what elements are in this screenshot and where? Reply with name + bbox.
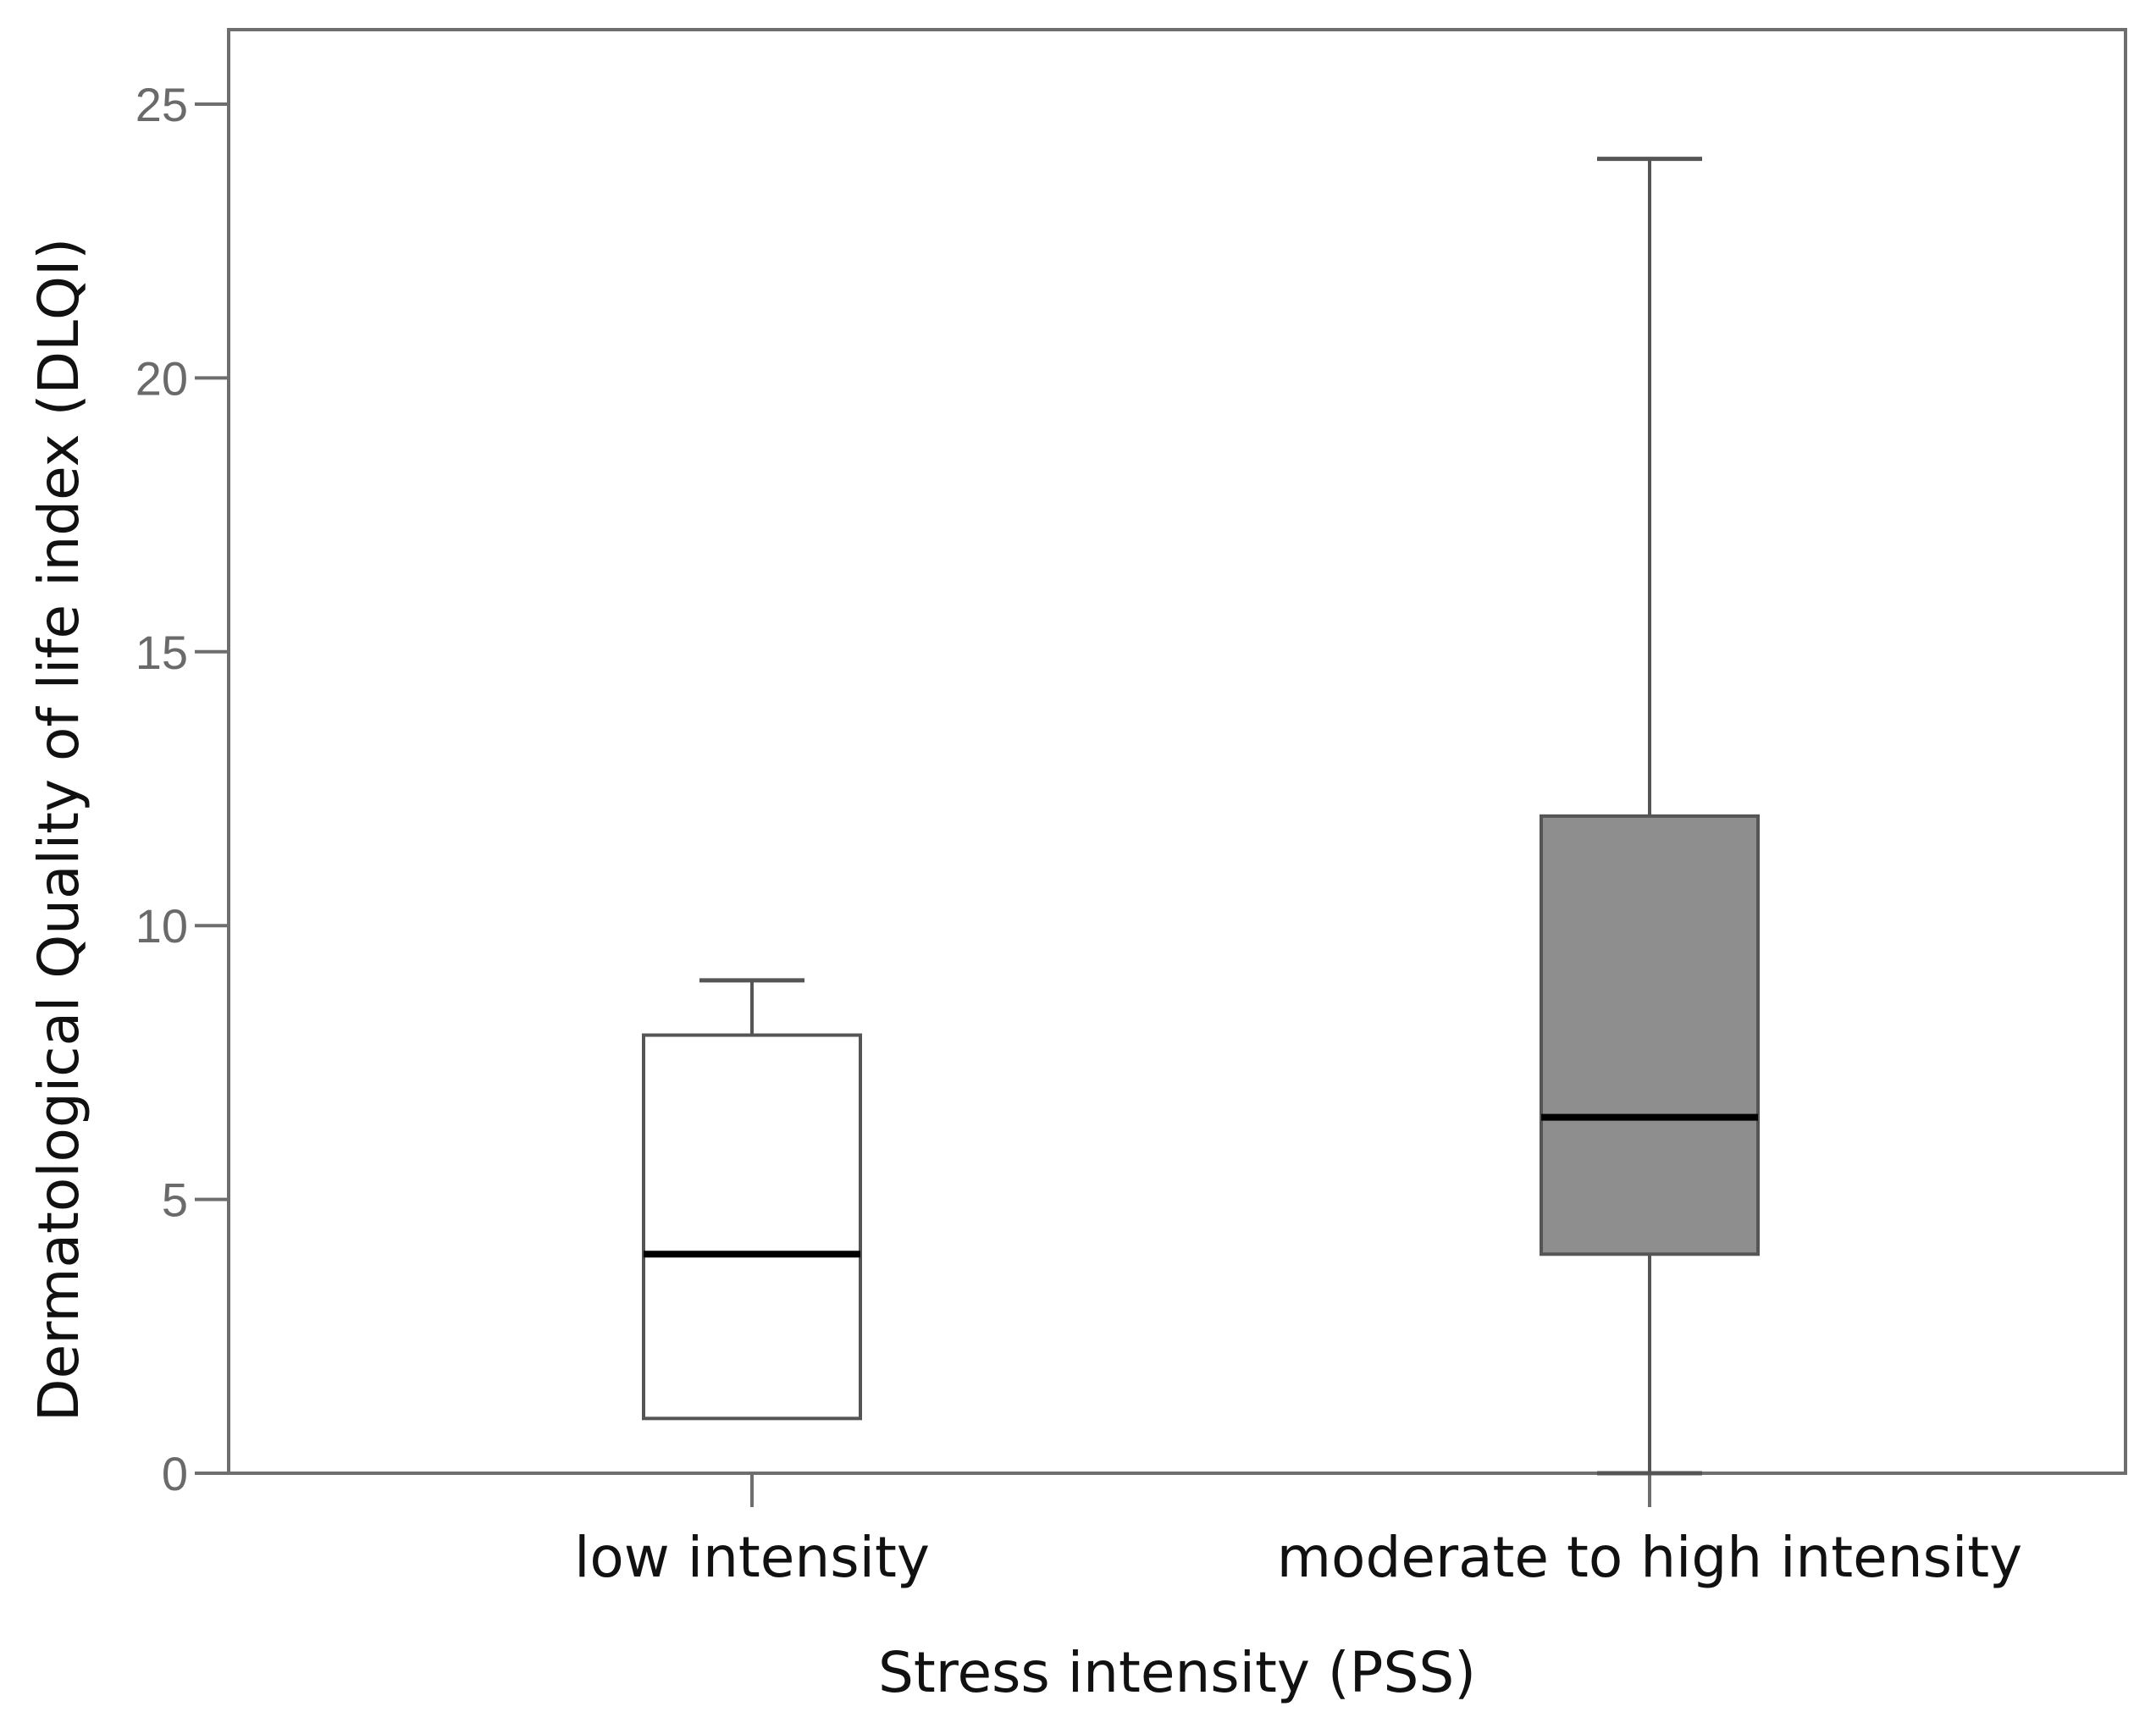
box-iqr: [642, 1033, 862, 1421]
plot-area-frame: [227, 28, 2127, 1475]
y-tick-label: 25: [135, 78, 188, 131]
y-axis-ticks: 0 5 10 15 20 25: [135, 78, 229, 1500]
x-axis-ticks: low intensity moderate to high intensity: [574, 1473, 2022, 1590]
y-tick-label: 10: [135, 899, 188, 953]
x-axis-title: Stress intensity (PSS): [878, 1640, 1476, 1705]
box-series: [642, 157, 1760, 1476]
y-axis-title: Dermatological Quality of life index (DL…: [26, 238, 91, 1422]
box-group: [1540, 157, 1760, 1476]
box-iqr: [1540, 814, 1760, 1256]
y-tick-label: 15: [135, 626, 188, 679]
y-tick-label: 0: [162, 1447, 188, 1500]
box-group: [642, 978, 862, 1421]
y-tick-label: 20: [135, 351, 188, 405]
x-tick-label: moderate to high intensity: [1277, 1525, 2022, 1590]
y-tick-label: 5: [162, 1173, 188, 1227]
x-tick-label: low intensity: [574, 1525, 930, 1590]
